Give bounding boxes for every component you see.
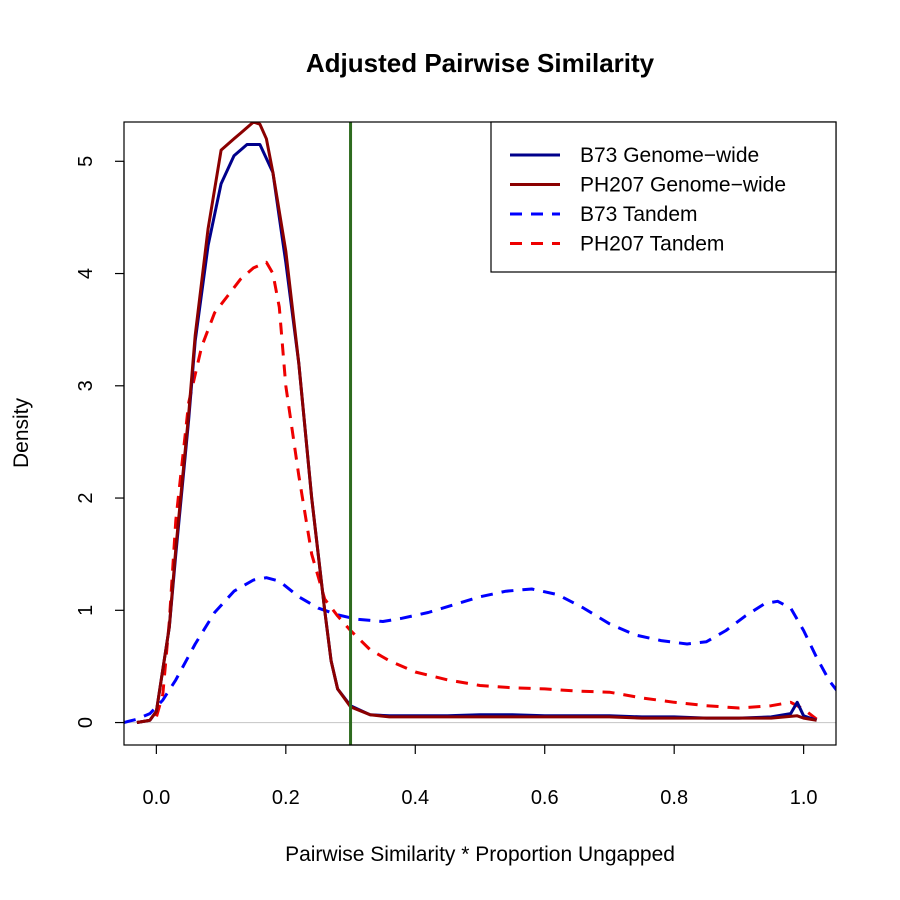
x-tick-label: 0.2 [272, 787, 300, 809]
series-line-2 [124, 576, 836, 724]
x-tick-label: 0.0 [142, 787, 170, 809]
series-line-1 [136, 122, 817, 724]
x-tick-label: 0.6 [531, 787, 559, 809]
x-axis: 0.0 0.2 0.4 0.6 0.8 1.0 [142, 744, 818, 809]
x-tick-label: 0.8 [660, 787, 688, 809]
x-tick-label: 0.4 [401, 787, 429, 809]
legend-label: PH207 Tandem [580, 233, 724, 256]
legend: B73 Genome−wide PH207 Genome−wide B73 Tand… [490, 121, 837, 273]
x-tick-label: 1.0 [790, 787, 818, 809]
legend-label: PH207 Genome−wide [580, 174, 786, 197]
y-tick-label: 5 [75, 156, 97, 167]
legend-box [490, 121, 837, 273]
x-axis-label: Pairwise Similarity * Proportion Ungappe… [285, 843, 675, 866]
y-axis: 0 1 2 3 4 5 [75, 156, 125, 728]
y-tick-label: 0 [75, 717, 97, 728]
legend-label: B73 Genome−wide [580, 144, 759, 167]
y-tick-label: 2 [75, 492, 97, 503]
y-axis-label: Density [10, 397, 33, 468]
chart-title: Adjusted Pairwise Similarity [306, 48, 655, 78]
legend-label: B73 Tandem [580, 203, 698, 226]
y-tick-label: 4 [75, 268, 97, 279]
plot-area [124, 122, 836, 745]
series-line-3 [136, 260, 818, 724]
y-tick-label: 3 [75, 380, 97, 391]
y-tick-label: 1 [75, 605, 97, 616]
